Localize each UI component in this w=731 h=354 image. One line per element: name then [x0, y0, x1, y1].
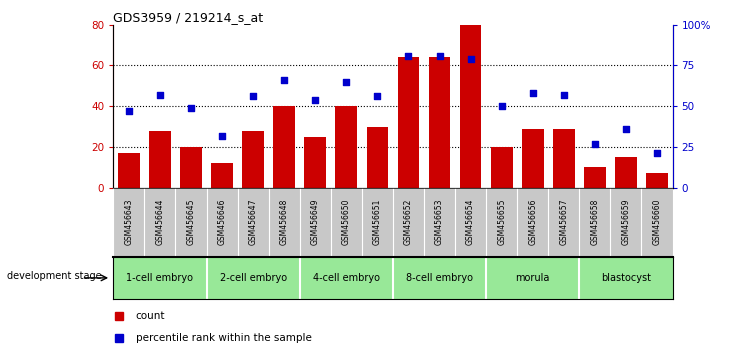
Bar [242, 131, 264, 188]
Bar [366, 127, 388, 188]
Text: GSM456659: GSM456659 [621, 199, 630, 245]
Text: 8-cell embryo: 8-cell embryo [406, 273, 473, 283]
Bar [428, 57, 450, 188]
Bar [118, 153, 140, 188]
Text: GSM456646: GSM456646 [218, 199, 227, 245]
Bar [553, 129, 575, 188]
Text: blastocyst: blastocyst [601, 273, 651, 283]
Bar [398, 57, 420, 188]
Text: GDS3959 / 219214_s_at: GDS3959 / 219214_s_at [113, 11, 263, 24]
Bar [584, 167, 606, 188]
Point [496, 103, 507, 109]
Text: count: count [136, 311, 165, 321]
Text: 4-cell embryo: 4-cell embryo [313, 273, 380, 283]
Text: morula: morula [515, 273, 550, 283]
Point [309, 97, 321, 103]
Text: GSM456645: GSM456645 [186, 199, 195, 245]
Point [589, 141, 601, 147]
Point [123, 108, 135, 114]
Text: GSM456658: GSM456658 [591, 199, 599, 245]
Text: development stage: development stage [7, 271, 102, 281]
Text: GSM456653: GSM456653 [435, 199, 444, 245]
Bar [273, 106, 295, 188]
Point [527, 90, 539, 96]
Bar [304, 137, 326, 188]
Bar [336, 106, 357, 188]
Point [154, 92, 166, 98]
Bar [180, 147, 202, 188]
Text: GSM456644: GSM456644 [156, 199, 164, 245]
Text: GSM456649: GSM456649 [311, 199, 319, 245]
Point [651, 150, 663, 156]
Bar [460, 25, 482, 188]
Bar [615, 157, 637, 188]
Text: percentile rank within the sample: percentile rank within the sample [136, 333, 311, 343]
Point [279, 77, 290, 83]
Text: 2-cell embryo: 2-cell embryo [219, 273, 287, 283]
Text: 1-cell embryo: 1-cell embryo [126, 273, 194, 283]
Text: GSM456643: GSM456643 [124, 199, 133, 245]
Point [247, 93, 259, 99]
Text: GSM456651: GSM456651 [373, 199, 382, 245]
Text: GSM456650: GSM456650 [342, 199, 351, 245]
Text: GSM456657: GSM456657 [559, 199, 568, 245]
Text: GSM456656: GSM456656 [529, 199, 537, 245]
Point [371, 93, 383, 99]
Bar [646, 173, 668, 188]
Bar [522, 129, 544, 188]
Text: GSM456654: GSM456654 [466, 199, 475, 245]
Point [620, 126, 632, 132]
Text: GSM456655: GSM456655 [497, 199, 506, 245]
Point [465, 56, 477, 62]
Point [403, 53, 414, 58]
Bar [491, 147, 512, 188]
Text: GSM456648: GSM456648 [280, 199, 289, 245]
Text: GSM456660: GSM456660 [653, 199, 662, 245]
Bar [211, 163, 233, 188]
Point [185, 105, 197, 111]
Point [216, 133, 228, 138]
Text: GSM456647: GSM456647 [249, 199, 257, 245]
Text: GSM456652: GSM456652 [404, 199, 413, 245]
Bar [149, 131, 171, 188]
Point [433, 53, 445, 58]
Point [341, 79, 352, 85]
Point [558, 92, 569, 98]
